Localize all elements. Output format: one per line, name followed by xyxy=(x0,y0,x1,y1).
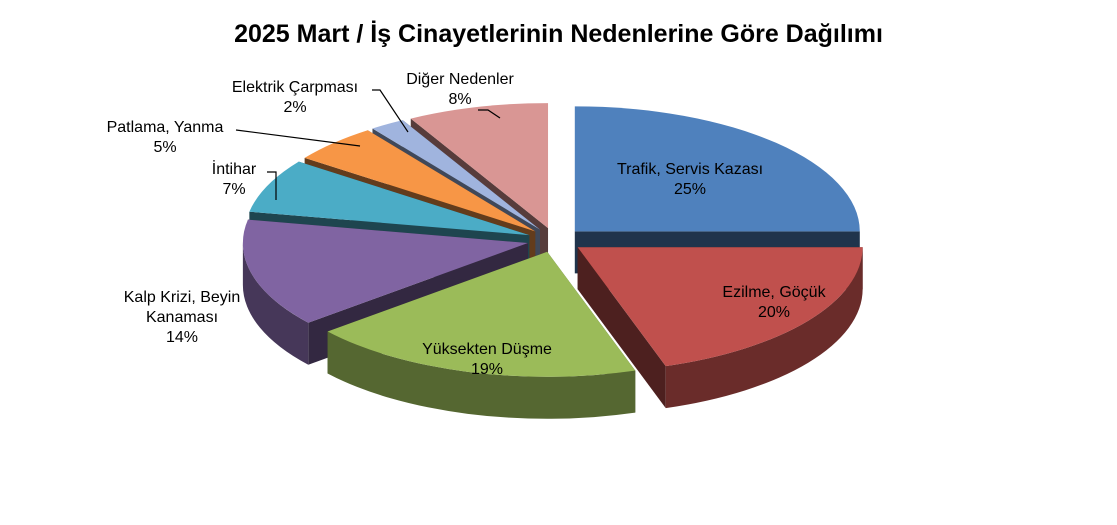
label-category: Kalp Krizi, Beyin Kanaması xyxy=(123,289,241,326)
label-value: 25% xyxy=(673,181,707,198)
data-label: İntihar 7% xyxy=(194,160,274,200)
data-label: Elektrik Çarpması 2% xyxy=(210,78,380,118)
data-label: Yüksekten Düşme 19% xyxy=(387,340,587,380)
slice xyxy=(242,219,528,323)
label-value: 14% xyxy=(165,329,199,346)
label-value: 19% xyxy=(470,361,504,378)
leader-line xyxy=(372,89,409,133)
slice xyxy=(249,161,530,236)
label-category: Trafik, Servis Kazası xyxy=(616,161,764,178)
data-label: Diğer Nedenler 8% xyxy=(380,70,540,110)
slice xyxy=(410,103,549,229)
label-value: 8% xyxy=(448,91,472,108)
slice xyxy=(574,106,860,232)
data-label: Ezilme, Göçük 20% xyxy=(694,283,854,323)
label-category: Yüksekten Düşme xyxy=(422,341,552,358)
label-category: Patlama, Yanma xyxy=(106,119,224,136)
label-category: Diğer Nedenler xyxy=(406,71,514,88)
slice-side xyxy=(242,243,309,365)
label-category: Elektrik Çarpması xyxy=(231,79,359,96)
chart-title: 2025 Mart / İş Cinayetlerinin Nedenlerin… xyxy=(234,20,883,48)
leader-line xyxy=(267,171,277,200)
data-label: Trafik, Servis Kazası 25% xyxy=(590,160,790,200)
data-label: Kalp Krizi, Beyin Kanaması 14% xyxy=(117,288,247,348)
slice xyxy=(327,251,636,377)
slice xyxy=(577,247,863,367)
label-category: Ezilme, Göçük xyxy=(722,284,826,301)
leader-line xyxy=(478,109,501,119)
slice-side xyxy=(327,331,636,419)
label-value: 5% xyxy=(153,139,177,156)
label-value: 2% xyxy=(283,99,307,116)
label-value: 20% xyxy=(757,304,791,321)
leader-line xyxy=(235,129,361,147)
label-value: 7% xyxy=(222,181,246,198)
data-label: Patlama, Yanma 5% xyxy=(85,118,245,158)
slice-side xyxy=(665,247,863,409)
slice xyxy=(304,130,536,232)
slice xyxy=(372,120,540,230)
label-category: İntihar xyxy=(211,161,257,178)
slice-wall xyxy=(577,247,666,409)
